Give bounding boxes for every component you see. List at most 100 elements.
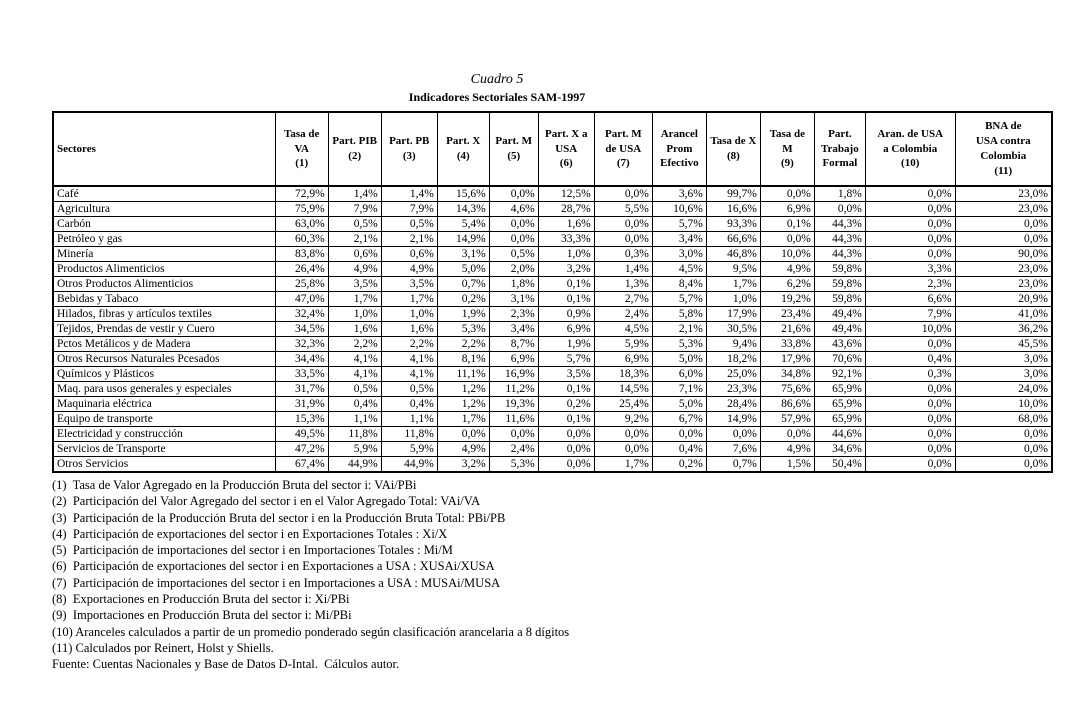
value-cell: 4,1% <box>327 366 382 382</box>
value-cell: 16,6% <box>705 201 761 217</box>
value-cell: 0,5% <box>327 216 382 232</box>
value-cell: 1,6% <box>380 321 438 337</box>
sector-name: Maquinaria eléctrica <box>52 396 276 412</box>
value-cell: 5,7% <box>537 351 595 367</box>
value-cell: 5,9% <box>327 441 382 457</box>
footnote: (2) Participación del Valor Agregado del… <box>52 494 481 509</box>
value-cell: 1,7% <box>327 291 382 307</box>
value-cell: 3,0% <box>954 366 1053 382</box>
value-cell: 33,8% <box>759 336 815 352</box>
value-cell: 3,5% <box>380 276 438 292</box>
value-cell: 0,5% <box>327 381 382 397</box>
sector-name: Otros Recursos Naturales Pcesados <box>52 351 276 367</box>
column-header: Part. M de USA (7) <box>593 111 653 187</box>
value-cell: 11,8% <box>327 426 382 442</box>
value-cell: 9,5% <box>705 261 761 277</box>
table-row: Otros Servicios 67,4% 44,9% 44,9% 3,2% 5,3% 0,… <box>52 456 1053 473</box>
value-cell: 0,0% <box>864 216 956 232</box>
value-cell: 4,9% <box>759 261 815 277</box>
value-cell: 1,4% <box>593 261 653 277</box>
value-cell: 0,0% <box>593 426 653 442</box>
footnote: (4) Participación de exportaciones del s… <box>52 526 448 541</box>
value-cell: 1,2% <box>436 381 490 397</box>
value-cell: 1,3% <box>593 276 653 292</box>
value-cell: 6,9% <box>488 351 539 367</box>
value-cell: 4,1% <box>380 351 438 367</box>
value-cell: 67,4% <box>274 456 329 473</box>
value-cell: 5,0% <box>436 261 490 277</box>
value-cell: 1,0% <box>537 246 595 262</box>
value-cell: 75,9% <box>274 201 329 217</box>
value-cell: 6,9% <box>537 321 595 337</box>
value-cell: 0,0% <box>537 426 595 442</box>
value-cell: 60,3% <box>274 231 329 247</box>
value-cell: 0,1% <box>537 381 595 397</box>
footnote: (11) Calculados por Reinert, Holst y Shi… <box>52 640 274 655</box>
value-cell: 0,0% <box>954 216 1053 232</box>
value-cell: 1,6% <box>327 321 382 337</box>
value-cell: 0,0% <box>813 201 866 217</box>
value-cell: 5,9% <box>593 336 653 352</box>
value-cell: 45,5% <box>954 336 1053 352</box>
table-row: Productos Alimenticios 26,4% 4,9% 4,9% 5,0% 2… <box>52 261 1053 277</box>
table-row: Servicios de Transporte 47,2% 5,9% 5,9% 4,9%… <box>52 441 1053 457</box>
column-header: Part. X a USA (6) <box>537 111 595 187</box>
value-cell: 32,3% <box>274 336 329 352</box>
value-cell: 31,9% <box>274 396 329 412</box>
value-cell: 3,1% <box>488 291 539 307</box>
page-content: Cuadro 5 Indicadores Sectoriales SAM-199… <box>52 72 1053 671</box>
value-cell: 59,8% <box>813 261 866 277</box>
value-cell: 0,4% <box>864 351 956 367</box>
value-cell: 3,3% <box>864 261 956 277</box>
value-cell: 93,3% <box>705 216 761 232</box>
value-cell: 63,0% <box>274 216 329 232</box>
value-cell: 12,5% <box>537 185 595 202</box>
value-cell: 14,9% <box>705 411 761 427</box>
value-cell: 28,7% <box>537 201 595 217</box>
value-cell: 1,5% <box>759 456 815 473</box>
value-cell: 44,6% <box>813 426 866 442</box>
value-cell: 18,2% <box>705 351 761 367</box>
footnote: (1) Tasa de Valor Agregado en la Producc… <box>52 478 417 492</box>
value-cell: 92,1% <box>813 366 866 382</box>
value-cell: 15,6% <box>436 185 490 202</box>
value-cell: 20,9% <box>954 291 1053 307</box>
column-header: Arancel Prom Efectivo <box>651 111 707 187</box>
footnote: (8) Exportaciones en Producción Bruta de… <box>52 592 350 607</box>
value-cell: 41,0% <box>954 306 1053 322</box>
sector-name: Electricidad y construcción <box>52 426 276 442</box>
value-cell: 31,7% <box>274 381 329 397</box>
column-header: Part. PB (3) <box>380 111 438 187</box>
value-cell: 2,3% <box>488 306 539 322</box>
value-cell: 0,5% <box>380 216 438 232</box>
value-cell: 0,7% <box>705 456 761 473</box>
value-cell: 14,5% <box>593 381 653 397</box>
value-cell: 19,2% <box>759 291 815 307</box>
value-cell: 4,6% <box>488 201 539 217</box>
value-cell: 5,3% <box>651 336 707 352</box>
table-row: Café 72,9% 1,4% 1,4% 15,6% 0,0% 12,5% 0,0% 3,6% 9… <box>52 185 1053 202</box>
sector-name: Minería <box>52 246 276 262</box>
value-cell: 3,6% <box>651 185 707 202</box>
value-cell: 4,9% <box>380 261 438 277</box>
value-cell: 11,8% <box>380 426 438 442</box>
value-cell: 7,9% <box>327 201 382 217</box>
value-cell: 44,3% <box>813 231 866 247</box>
value-cell: 6,7% <box>651 411 707 427</box>
value-cell: 23,0% <box>954 185 1053 202</box>
table-row: Carbón 63,0% 0,5% 0,5% 5,4% 0,0% 1,6% 0,0% 5,7% 9… <box>52 216 1053 232</box>
value-cell: 0,0% <box>864 456 956 473</box>
value-cell: 2,4% <box>488 441 539 457</box>
value-cell: 65,9% <box>813 396 866 412</box>
value-cell: 0,1% <box>537 276 595 292</box>
value-cell: 2,2% <box>380 336 438 352</box>
table-row: Tejidos, Prendas de vestir y Cuero 34,5% 1… <box>52 321 1053 337</box>
value-cell: 23,0% <box>954 201 1053 217</box>
column-header: Tasa de M (9) <box>759 111 815 187</box>
value-cell: 0,4% <box>327 396 382 412</box>
table-row: Maquinaria eléctrica 31,9% 0,4% 0,4% 1,2% 19,… <box>52 396 1053 412</box>
table-row: Químicos y Plásticos 33,5% 4,1% 4,1% 11,1% 16… <box>52 366 1053 382</box>
footnote: (3) Participación de la Producción Bruta… <box>52 510 506 525</box>
value-cell: 2,4% <box>593 306 653 322</box>
value-cell: 0,9% <box>537 306 595 322</box>
